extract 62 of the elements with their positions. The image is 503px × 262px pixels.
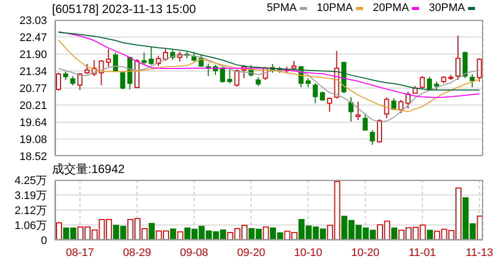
chart-title: 成交量:16942 (52, 161, 125, 178)
candlestick (70, 76, 76, 86)
x-tick-label: 11-01 (408, 246, 436, 259)
y-tick-label: 1.06万 (14, 220, 47, 232)
candlestick (462, 51, 468, 79)
legend-label: 5PMA (266, 2, 297, 14)
candlestick (312, 82, 318, 104)
candlestick (426, 76, 432, 90)
y-tick-label: 19.64 (19, 117, 47, 130)
candlestick (327, 97, 332, 112)
chart-title: [605178] 2023-11-13 15:00 (52, 2, 196, 16)
candlestick (220, 66, 226, 84)
candlestick (356, 101, 361, 121)
y-tick-label: 20.21 (19, 100, 47, 112)
legend-label: 10PMA (316, 2, 353, 14)
candlestick (142, 52, 147, 66)
legend-label: 20PMA (372, 2, 409, 14)
x-tick-label: 08-17 (66, 246, 94, 259)
x-tick-label: 10-10 (294, 246, 322, 259)
y-tick-label: 4.25万 (14, 174, 47, 187)
candlestick (391, 98, 396, 110)
y-tick-label: 21.90 (19, 48, 47, 61)
y-tick-label: 0 (40, 234, 47, 247)
candlestick (455, 35, 460, 81)
candlestick (306, 78, 311, 88)
candlestick (470, 73, 475, 88)
y-tick-label: 19.08 (19, 134, 47, 146)
y-tick-label: 22.47 (19, 32, 47, 44)
candlestick (106, 48, 111, 68)
candlestick (384, 97, 390, 119)
y-tick-label: 21.34 (19, 66, 47, 78)
bar (170, 228, 176, 240)
candlestick (234, 68, 240, 88)
candlestick (420, 76, 425, 90)
candlestick (348, 96, 354, 122)
candlestick (56, 72, 61, 92)
candlestick (362, 112, 368, 132)
candlestick (370, 130, 375, 146)
candlestick (476, 58, 482, 82)
bar (391, 228, 398, 240)
x-tick-label: 08-29 (122, 246, 152, 259)
candlestick (84, 64, 90, 74)
candlestick (148, 46, 154, 66)
y-tick-label: 2.12万 (14, 204, 47, 217)
bar (148, 222, 155, 240)
candlestick (163, 48, 168, 62)
candlestick (120, 71, 126, 90)
x-tick-label: 11-13 (466, 246, 494, 259)
candlestick (398, 99, 404, 114)
legend-label: 30PMA (428, 2, 465, 14)
x-tick-label: 09-20 (237, 246, 266, 259)
candlestick (227, 68, 232, 84)
x-tick-label: 09-08 (180, 246, 208, 259)
bar (262, 226, 269, 240)
y-tick-label: 20.77 (19, 83, 47, 96)
x-tick-label: 10-20 (351, 246, 380, 259)
candlestick (77, 72, 82, 90)
y-tick-label: 3.19万 (14, 190, 47, 202)
candlestick (291, 60, 296, 72)
bar (56, 222, 62, 240)
y-tick-label: 18.52 (19, 150, 47, 163)
y-tick-label: 23.03 (19, 14, 47, 27)
